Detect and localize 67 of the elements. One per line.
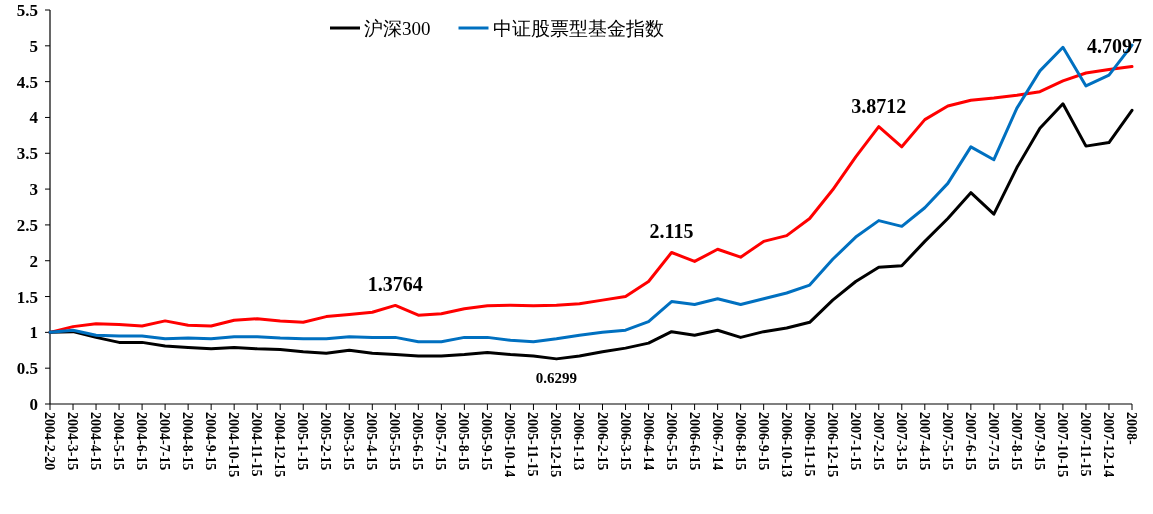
y-tick-label: 3 bbox=[29, 180, 38, 200]
x-tick-label: 2006-2-15 bbox=[594, 412, 610, 471]
x-tick-label: 2007-11-15 bbox=[1077, 412, 1093, 477]
x-tick-label: 2006-11-15 bbox=[801, 412, 817, 477]
y-tick-label: 1 bbox=[29, 323, 38, 343]
x-tick-label: 2006-1-13 bbox=[571, 412, 587, 471]
x-tick-label: 2005-7-15 bbox=[433, 412, 449, 471]
x-tick-label: 2007-9-15 bbox=[1031, 412, 1047, 471]
y-tick-label: 2.5 bbox=[16, 215, 38, 235]
x-tick-label: 2005-1-15 bbox=[295, 412, 311, 471]
x-tick-label: 2005-6-15 bbox=[410, 412, 426, 471]
y-tick-label: 5.5 bbox=[16, 1, 38, 20]
x-tick-label: 2004-2-20 bbox=[42, 412, 57, 471]
x-tick-label: 2005-3-15 bbox=[341, 412, 357, 471]
x-tick-label: 2006-4-14 bbox=[640, 412, 656, 471]
x-tick-label: 2006-6-15 bbox=[686, 412, 702, 471]
x-tick-label: 2004-5-15 bbox=[111, 412, 127, 471]
x-tick-label: 2007-7-15 bbox=[985, 412, 1001, 471]
annotation: 4.7097 bbox=[1087, 34, 1142, 57]
y-tick-label: 2 bbox=[29, 251, 38, 271]
x-tick-label: 2007-1-15 bbox=[847, 412, 863, 471]
x-tick-label: 2005-9-15 bbox=[479, 412, 495, 471]
y-tick-label: 1.5 bbox=[16, 287, 38, 307]
x-tick-label: 2007-12-14 bbox=[1100, 412, 1116, 478]
x-tick-label: 2007-8-15 bbox=[1008, 412, 1024, 471]
x-tick-label: 2005-8-15 bbox=[456, 412, 472, 471]
x-tick-label: 2007-4-15 bbox=[916, 412, 932, 471]
x-tick-label: 2007-3-15 bbox=[893, 412, 909, 471]
x-tick-label: 2004-12-15 bbox=[272, 412, 288, 478]
x-tick-label: 2006-3-15 bbox=[617, 412, 633, 471]
x-tick-label: 2004-10-15 bbox=[226, 412, 242, 478]
y-tick-label: 4 bbox=[29, 108, 39, 128]
annotation: 1.3764 bbox=[367, 273, 423, 296]
legend-label: 中证股票型基金指数 bbox=[492, 18, 664, 39]
annotation: 0.6299 bbox=[535, 369, 578, 386]
x-tick-label: 2004-9-15 bbox=[203, 412, 219, 471]
x-tick-label: 2005-12-15 bbox=[548, 412, 564, 478]
x-tick-label: 2006-7-14 bbox=[709, 412, 725, 471]
x-tick-label: 2005-11-15 bbox=[525, 412, 541, 477]
y-tick-label: 5 bbox=[29, 36, 38, 56]
annotation: 3.8712 bbox=[851, 94, 907, 117]
y-tick-label: 4.5 bbox=[16, 72, 38, 92]
x-tick-label: 2004-7-15 bbox=[157, 412, 173, 471]
x-tick-label: 2004-6-15 bbox=[134, 412, 150, 471]
x-tick-label: 2006-10-13 bbox=[778, 412, 794, 478]
annotation: 2.115 bbox=[649, 220, 694, 243]
legend-label: 沪深300 bbox=[364, 18, 431, 39]
x-tick-label: 2006-9-15 bbox=[755, 412, 771, 471]
x-tick-label: 2005-4-15 bbox=[364, 412, 380, 471]
x-tick-label: 2007-6-15 bbox=[962, 412, 978, 471]
x-tick-label: 2006-12-15 bbox=[824, 412, 840, 478]
x-tick-label: 2005-2-15 bbox=[318, 412, 334, 471]
y-tick-label: 3.5 bbox=[16, 144, 38, 164]
x-tick-label: 2005-5-15 bbox=[387, 412, 403, 471]
x-tick-label: 2004-4-15 bbox=[88, 412, 104, 471]
x-tick-label: 2008- bbox=[1124, 412, 1139, 445]
x-tick-label: 2004-8-15 bbox=[180, 412, 196, 471]
y-tick-label: 0.5 bbox=[16, 359, 38, 379]
x-tick-label: 2004-3-15 bbox=[65, 412, 81, 471]
x-tick-label: 2007-2-15 bbox=[870, 412, 886, 471]
x-tick-label: 2007-5-15 bbox=[939, 412, 955, 471]
y-tick-label: 0 bbox=[29, 395, 38, 414]
x-tick-label: 2005-10-14 bbox=[502, 412, 518, 478]
x-tick-label: 2006-5-15 bbox=[663, 412, 679, 471]
x-tick-label: 2007-10-15 bbox=[1054, 412, 1070, 478]
x-tick-label: 2004-11-15 bbox=[249, 412, 265, 477]
x-tick-label: 2006-8-15 bbox=[732, 412, 748, 471]
